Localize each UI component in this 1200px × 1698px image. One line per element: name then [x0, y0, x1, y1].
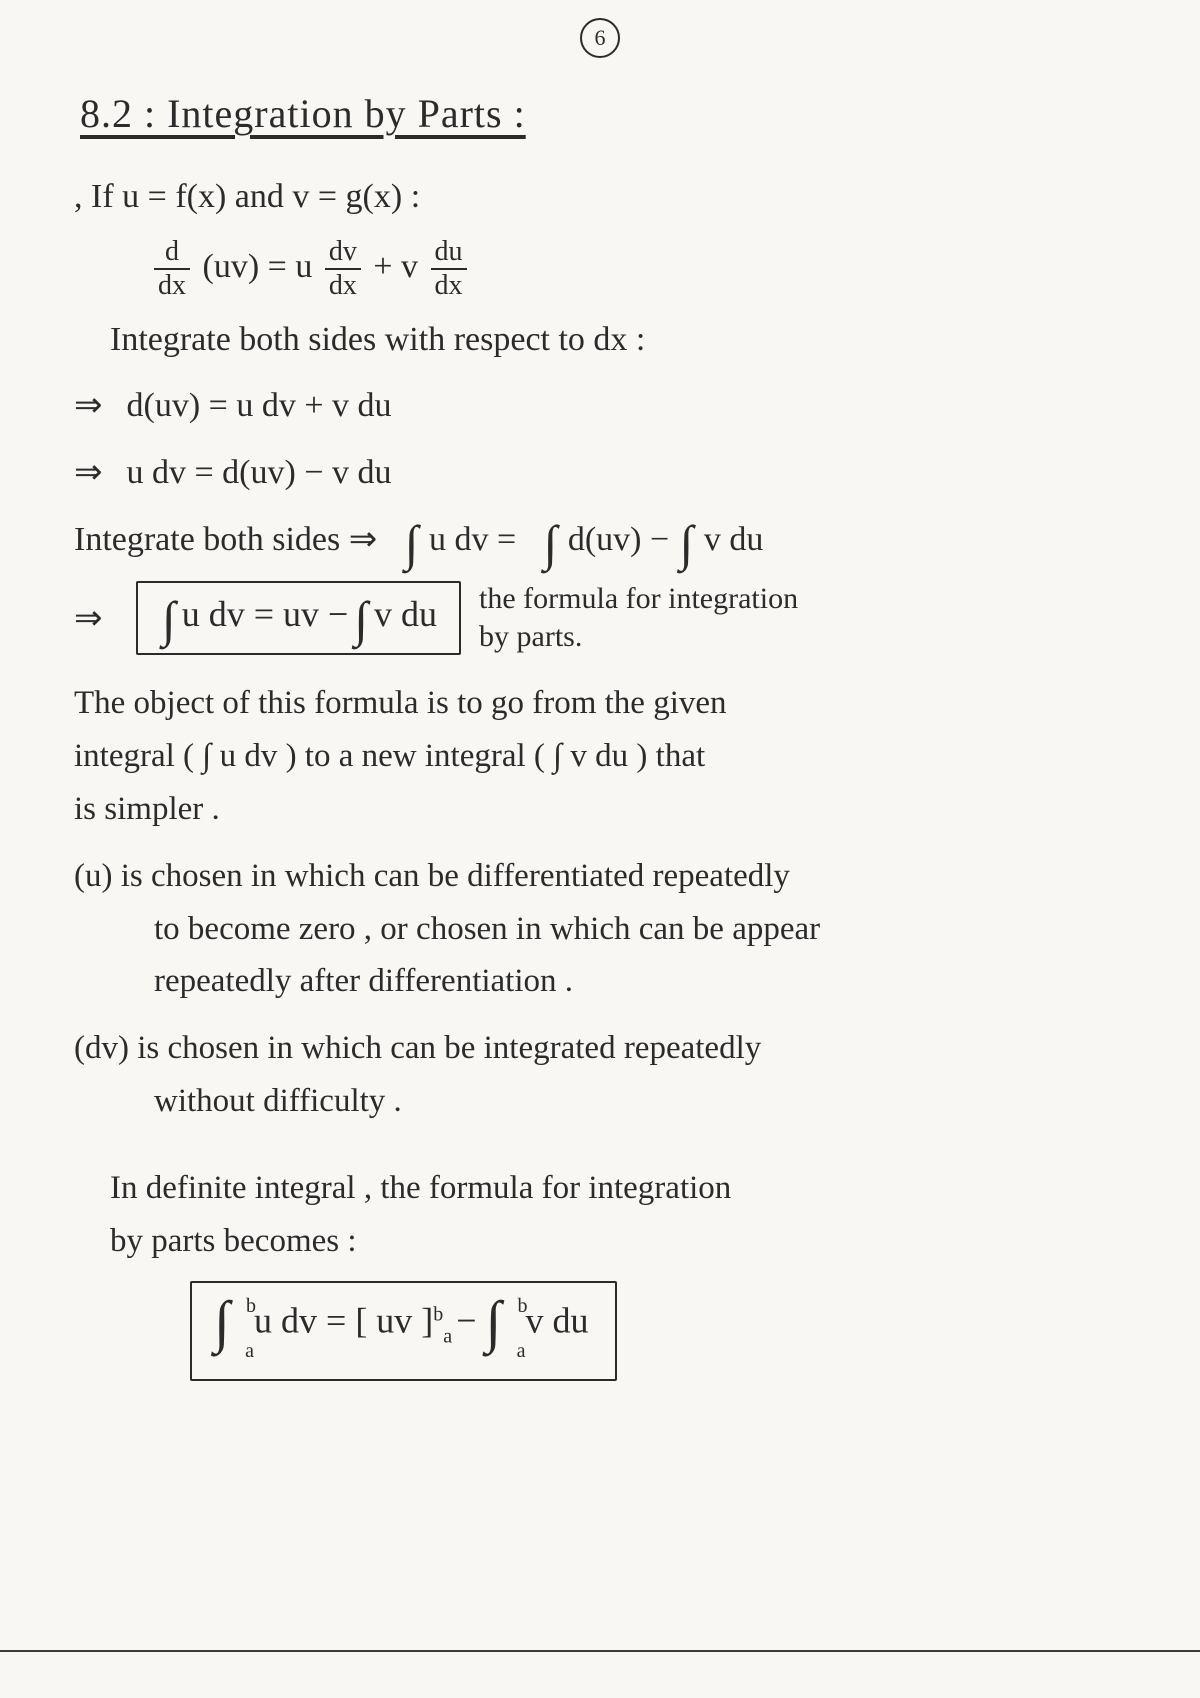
- prod-rule-mid: (uv) = u: [203, 247, 313, 284]
- definite-formula-box: ∫ b a u dv = [ uv ]ba − ∫ b a v du: [190, 1281, 617, 1381]
- frac-ddx: d dx: [154, 238, 190, 300]
- implies-arrow: ⇒: [74, 380, 118, 433]
- side-note: the formula for integration by parts.: [479, 580, 798, 655]
- upper-bound: b: [246, 1295, 256, 1318]
- integral-icon: ∫: [544, 523, 558, 563]
- definite-2: by parts becomes :: [110, 1223, 357, 1259]
- boxed-left: u dv = uv −: [182, 594, 349, 634]
- para-u-2: to become zero , or chosen in which can …: [154, 911, 820, 947]
- def-rhs: v du: [526, 1301, 589, 1341]
- bracket-upper: b: [433, 1304, 443, 1326]
- object-paragraph: The object of this formula is to go from…: [74, 677, 1140, 835]
- boxed-formula-row: ⇒ ∫ u dv = uv − ∫ v du the formula for i…: [74, 580, 1140, 655]
- page-number: 6: [595, 25, 606, 51]
- implies-arrow: ⇒: [74, 447, 118, 500]
- integral-icon: ∫: [354, 599, 368, 639]
- notes-page: 6 8.2 : Integration by Parts : , If u = …: [0, 0, 1200, 1421]
- implies-arrow: ⇒: [74, 598, 118, 638]
- definite-integral-rhs: ∫ b a: [486, 1299, 516, 1359]
- integral-icon: ∫: [486, 1293, 502, 1351]
- integrate-both-arrow-line: Integrate both sides ⇒ ∫ u dv = ∫ d(uv) …: [74, 514, 1140, 567]
- para1-l1: The object of this formula is to go from…: [74, 685, 727, 721]
- integral-icon: ∫: [162, 599, 176, 639]
- dv-choice-paragraph: (dv) is chosen in which can be integrate…: [74, 1022, 1140, 1128]
- para1-l3: is simpler .: [74, 791, 220, 827]
- bracket-lower: a: [443, 1326, 452, 1348]
- para-u-3: repeatedly after differentiation .: [154, 963, 573, 999]
- if-line: , If u = f(x) and v = g(x) :: [74, 171, 1140, 224]
- udv-eq: u dv = d(uv) − v du: [127, 454, 392, 491]
- side-note-2: by parts.: [479, 620, 582, 653]
- def-minus: −: [456, 1301, 485, 1341]
- plus-v: + v: [373, 247, 418, 284]
- upper-bound: b: [518, 1295, 528, 1318]
- lower-bound: a: [245, 1340, 254, 1363]
- section-title: 8.2 : Integration by Parts :: [80, 90, 1140, 137]
- para-u-1: (u) is chosen in which can be differenti…: [74, 858, 790, 894]
- integral-icon: ∫: [680, 523, 694, 563]
- product-rule-line: d dx (uv) = u dv dx + v du dx: [150, 238, 1140, 300]
- page-bottom-rule: [0, 1650, 1200, 1652]
- definite-intro: In definite integral , the formula for i…: [110, 1162, 1140, 1268]
- integrate-both-sides: Integrate both sides with respect to dx …: [110, 314, 1140, 367]
- para-dv-1: (dv) is chosen in which can be integrate…: [74, 1030, 761, 1066]
- udv-line: ⇒ u dv = d(uv) − v du: [74, 447, 1140, 500]
- u-choice-paragraph: (u) is chosen in which can be differenti…: [74, 850, 1140, 1008]
- int-duv: d(uv) −: [568, 521, 669, 558]
- definite-1: In definite integral , the formula for i…: [110, 1170, 731, 1206]
- definite-formula-wrap: ∫ b a u dv = [ uv ]ba − ∫ b a v du: [190, 1281, 1140, 1381]
- lower-bound: a: [517, 1340, 526, 1363]
- para-dv-2: without difficulty .: [154, 1083, 402, 1119]
- integral-icon: ∫: [214, 1293, 230, 1351]
- d-uv-eq: d(uv) = u dv + v du: [127, 387, 392, 424]
- integral-icon: ∫: [405, 523, 419, 563]
- d-uv-line: ⇒ d(uv) = u dv + v du: [74, 380, 1140, 433]
- integration-by-parts-box: ∫ u dv = uv − ∫ v du: [136, 581, 461, 655]
- boxed-right: v du: [374, 594, 437, 634]
- para1-l2: integral ( ∫ u dv ) to a new integral ( …: [74, 738, 705, 774]
- def-lhs: u dv =: [254, 1301, 355, 1341]
- side-note-1: the formula for integration: [479, 582, 798, 615]
- int-vdu: v du: [704, 521, 764, 558]
- page-number-circle: 6: [580, 18, 620, 58]
- integrate-both-arrow: Integrate both sides ⇒: [74, 521, 377, 558]
- frac-dudx: du dx: [431, 238, 467, 300]
- definite-integral-lhs: ∫ b a: [214, 1299, 244, 1359]
- frac-dvdx: dv dx: [325, 238, 361, 300]
- int-expansion: u dv =: [429, 521, 516, 558]
- def-bracket: [ uv ]: [355, 1301, 433, 1341]
